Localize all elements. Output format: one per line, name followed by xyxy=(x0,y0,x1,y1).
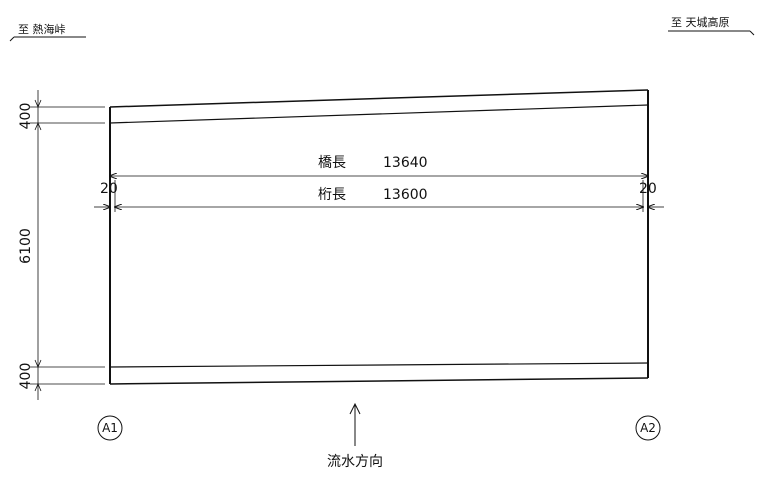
abutment-a1-label: A1 xyxy=(102,421,118,435)
flow-direction-label: 流水方向 xyxy=(327,454,383,470)
direction-right-arrow-icon xyxy=(749,30,755,36)
direction-left-group: 至 熱海峠 xyxy=(9,22,86,42)
flow-direction-arrowhead-icon xyxy=(349,402,361,415)
direction-right-group: 至 天城高原 xyxy=(668,15,755,36)
width-tick-1-icon xyxy=(34,99,42,109)
abutment-a1-circle xyxy=(97,415,123,441)
end-gap-right: 20 xyxy=(639,181,664,207)
deck-bottom-inner-edge xyxy=(109,362,649,368)
abutment-a2-marker: A2 xyxy=(635,415,661,441)
direction-left-arrow-icon xyxy=(9,36,15,42)
direction-right-label: 至 天城高原 xyxy=(671,15,730,29)
bridge-length-label: 橋長 xyxy=(318,155,346,171)
abutment-a2-circle xyxy=(635,415,661,441)
bridge-length-dimension: 橋長 13640 xyxy=(110,155,648,176)
bridge-length-value: 13640 xyxy=(383,155,428,171)
girder-length-label: 桁長 xyxy=(318,187,346,203)
width-tick-3-icon xyxy=(34,359,42,369)
width-bottom-value: 400 xyxy=(18,363,34,390)
girder-length-dimension: 桁長 13600 xyxy=(115,180,643,212)
width-dimension-chain xyxy=(30,90,105,400)
deck-bottom-edge xyxy=(109,377,649,385)
width-top-value: 400 xyxy=(18,103,34,130)
direction-left-label: 至 熱海峠 xyxy=(18,22,66,36)
width-tick-4-icon xyxy=(34,382,42,392)
deck-top-inner-edge xyxy=(109,104,649,124)
bridge-deck-outline xyxy=(109,89,649,385)
abutment-a2-label: A2 xyxy=(640,421,656,435)
width-middle-value: 6100 xyxy=(18,228,34,264)
girder-length-value: 13600 xyxy=(383,187,428,203)
flow-direction-group: 流水方向 xyxy=(327,402,383,470)
end-gap-right-value: 20 xyxy=(639,181,657,197)
width-tick-2-icon xyxy=(34,121,42,131)
deck-top-edge xyxy=(109,89,649,108)
end-gap-left: 20 xyxy=(94,181,118,207)
end-gap-left-value: 20 xyxy=(100,181,118,197)
abutment-a1-marker: A1 xyxy=(97,415,123,441)
